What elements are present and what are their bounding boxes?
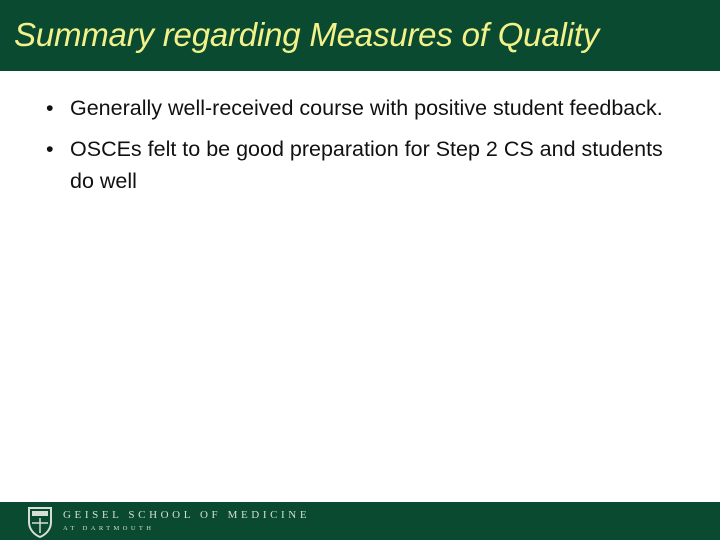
bullet-item: • Generally well-received course with pos… <box>46 92 686 124</box>
bullet-text: OSCEs felt to be good preparation for St… <box>70 137 663 193</box>
bullet-icon: • <box>46 96 54 120</box>
logo-text-dartmouth: AT DARTMOUTH <box>63 525 155 532</box>
logo-text-school: GEISEL SCHOOL OF MEDICINE <box>63 509 311 521</box>
shield-icon <box>28 507 52 538</box>
bullet-item: • OSCEs felt to be good preparation for S… <box>46 133 686 197</box>
title-bar: Summary regarding Measures of Quality <box>0 0 720 71</box>
bullet-list: • Generally well-received course with pos… <box>46 92 686 206</box>
bullet-icon: • <box>46 137 54 161</box>
slide-title: Summary regarding Measures of Quality <box>14 16 600 53</box>
bullet-text: Generally well-received course with posi… <box>70 96 663 120</box>
footer-bar: GEISEL SCHOOL OF MEDICINE AT DARTMOUTH <box>0 502 720 540</box>
